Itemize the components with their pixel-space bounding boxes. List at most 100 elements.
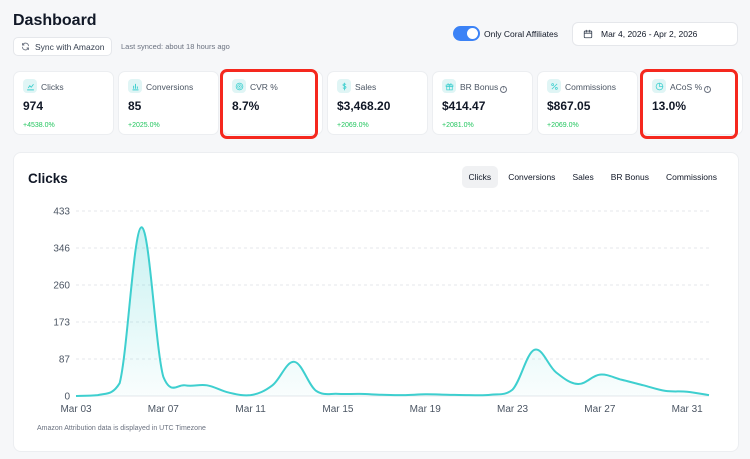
info-icon[interactable]: i <box>500 86 508 93</box>
data-point[interactable] <box>422 391 428 397</box>
calendar-icon <box>583 29 593 39</box>
metric-label: Conversions <box>146 82 194 92</box>
clicks-line <box>75 226 710 397</box>
bar-chart-icon <box>128 79 142 93</box>
sync-button[interactable]: Sync with Amazon <box>13 37 113 56</box>
metric-change: +2025.0% <box>128 122 160 129</box>
refresh-icon <box>22 42 29 51</box>
metric-value: 85 <box>128 99 142 113</box>
last-synced-text: Last synced: about 18 hours ago <box>121 42 230 51</box>
x-tick-label: Mar 19 <box>410 404 442 415</box>
data-point[interactable] <box>248 392 254 398</box>
y-tick-label: 433 <box>53 207 70 218</box>
metric-card-conversions: Conversions 85 +2025.0% <box>118 71 219 135</box>
data-point[interactable] <box>182 382 188 388</box>
metric-card-br-bonus: BR Bonus i $414.47 +2081.0% <box>432 71 533 135</box>
highlight-box <box>640 69 738 139</box>
y-tick-label: 346 <box>53 244 70 255</box>
highlight-box <box>220 69 318 139</box>
data-point[interactable] <box>291 359 297 365</box>
metric-change: +2069.0% <box>547 122 579 129</box>
data-point[interactable] <box>444 392 450 398</box>
pie-icon <box>652 79 666 93</box>
x-tick-label: Mar 27 <box>584 404 616 415</box>
metric-tabs: Clicks Conversions Sales BR Bonus Commission… <box>461 166 724 188</box>
metric-label: ACoS % i <box>670 82 712 93</box>
gift-icon <box>442 79 456 93</box>
x-tick-label: Mar 11 <box>235 404 266 415</box>
data-point[interactable] <box>706 392 712 398</box>
date-range-picker[interactable]: Mar 4, 2026 - Apr 2, 2026 <box>572 22 738 46</box>
data-point[interactable] <box>400 392 406 398</box>
data-point[interactable] <box>662 388 668 394</box>
dollar-icon <box>337 79 351 93</box>
data-point[interactable] <box>335 391 341 397</box>
metric-change: +4538.0% <box>23 122 55 129</box>
chart-icon <box>23 79 37 93</box>
data-point[interactable] <box>357 391 363 397</box>
x-tick-label: Mar 31 <box>672 404 704 415</box>
metric-label: CVR % <box>250 82 278 92</box>
metric-card-clicks: Clicks 974 +4538.0% <box>13 71 114 135</box>
data-point[interactable] <box>575 381 581 387</box>
data-point[interactable] <box>138 224 144 230</box>
metric-change: +2069.0% <box>337 122 369 129</box>
metric-label: Sales <box>355 82 377 92</box>
percent-icon <box>547 79 561 93</box>
x-tick-label: Mar 07 <box>148 404 180 415</box>
metric-card-commissions: Commissions $867.05 +2069.0% <box>537 71 638 135</box>
data-point[interactable] <box>641 382 647 388</box>
metric-change: +2081.0% <box>442 122 474 129</box>
target-icon <box>232 79 246 93</box>
metric-value: $3,468.20 <box>337 99 391 113</box>
y-tick-label: 260 <box>53 281 70 292</box>
data-point[interactable] <box>597 372 603 378</box>
page-title: Dashboard <box>13 12 97 29</box>
data-point[interactable] <box>466 392 472 398</box>
sync-button-label: Sync with Amazon <box>35 41 105 52</box>
tab-clicks[interactable]: Clicks <box>461 166 499 188</box>
metric-card-sales: Sales $3,468.20 +2069.0% <box>327 71 428 135</box>
metric-value: 8.7% <box>232 99 260 113</box>
metric-value: $867.05 <box>547 99 591 113</box>
metric-value: 13.0% <box>652 99 687 113</box>
data-point[interactable] <box>553 370 559 376</box>
tab-commissions[interactable]: Commissions <box>665 172 717 182</box>
data-point[interactable] <box>488 392 494 398</box>
tab-conversions[interactable]: Conversions <box>508 172 556 182</box>
data-point[interactable] <box>204 382 210 388</box>
y-tick-label: 87 <box>59 355 71 366</box>
x-tick-label: Mar 15 <box>322 404 354 415</box>
data-point[interactable] <box>313 388 319 394</box>
data-point[interactable] <box>619 377 625 383</box>
info-icon[interactable]: i <box>704 86 712 93</box>
data-point[interactable] <box>379 392 385 398</box>
data-point[interactable] <box>117 380 123 386</box>
data-point[interactable] <box>269 382 275 388</box>
x-tick-label: Mar 03 <box>60 404 92 415</box>
metric-value: $414.47 <box>442 99 486 113</box>
data-point[interactable] <box>160 374 166 380</box>
y-tick-label: 0 <box>64 392 70 403</box>
toggle-label: Only Coral Affiliates <box>484 29 559 39</box>
data-point[interactable] <box>531 347 537 353</box>
clicks-area <box>76 227 709 396</box>
metric-label: Commissions <box>565 82 617 92</box>
tab-sales[interactable]: Sales <box>572 172 594 182</box>
data-point[interactable] <box>684 389 690 395</box>
chart-panel: Clicks Clicks Conversions Sales BR Bonus Com… <box>13 152 739 452</box>
metric-value: 974 <box>23 99 44 113</box>
timezone-footnote: Amazon Attribution data is displayed in … <box>37 425 206 432</box>
coral-affiliates-toggle[interactable] <box>453 26 480 41</box>
data-point[interactable] <box>510 387 516 393</box>
metric-label: Clicks <box>41 82 64 92</box>
y-tick-label: 173 <box>53 318 70 329</box>
metric-label: BR Bonus i <box>460 82 508 93</box>
data-point[interactable] <box>73 393 79 399</box>
data-point[interactable] <box>95 392 101 398</box>
x-tick-label: Mar 23 <box>497 404 529 415</box>
tab-br-bonus[interactable]: BR Bonus <box>610 172 649 182</box>
data-point[interactable] <box>226 390 232 396</box>
metric-card-cvr: CVR % 8.7% <box>222 71 323 135</box>
